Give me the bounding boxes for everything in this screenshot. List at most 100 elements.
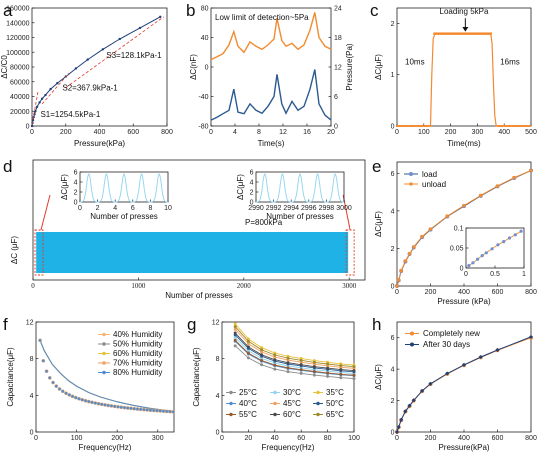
data-point [479,32,483,35]
panel-label: c [370,1,379,20]
data-point [528,125,531,127]
data-point [507,125,510,127]
y-tick-label: 6 [391,171,395,178]
x-tick-label: 2998 [319,205,335,212]
series-line [234,339,355,376]
inset-point [490,247,494,251]
data-point [260,359,264,362]
y-tick-label: 0 [205,65,209,72]
panel-label: h [372,315,381,334]
series-line [39,340,175,412]
x-tick-label: 100 [71,435,83,442]
x-axis-label: Pressure(kPa) [438,443,489,452]
x-axis-label: Frequency(Hz) [79,443,132,452]
data-point [41,358,46,363]
annotation-s3: S3=128.1kPa-1 [106,51,162,60]
y-axis-label: ΔC(nF) [189,54,198,80]
plot-frame [79,171,169,203]
legend-marker-load [409,172,413,176]
data-point [246,345,250,349]
x-tick-label: 0 [464,271,468,278]
legend-label-load: load [422,170,437,179]
y-tick-label: 4 [391,367,395,374]
data-point [260,353,264,357]
data-point-unload [403,259,407,263]
x-tick-label: 100 [418,129,430,136]
data-point [481,32,484,35]
data-point [407,403,412,408]
data-point [138,407,143,412]
x-tick-label: 200 [425,289,437,296]
x-tick-label: 6 [131,205,135,212]
data-point [86,58,89,61]
x-tick-label: 0 [31,282,35,290]
data-point [34,110,37,113]
x-tick-label: 16 [303,129,311,136]
data-point [434,32,438,35]
data-point [312,365,316,369]
data-point [404,125,407,127]
y-axis-label: ΔC/C0 [0,55,9,79]
panel-h-chart: h 0 200 400 600 800 0 2 4 6 Completely new After 30… [372,315,537,452]
data-point [155,408,159,413]
data-point [103,403,107,407]
data-point [273,367,277,371]
data-point-unload [462,203,466,208]
x-tick-label: 300 [472,129,484,136]
legend-marker [273,412,277,417]
data-point [444,32,447,35]
data-point [513,125,516,127]
legend-marker [102,351,106,356]
plot-frame [32,159,366,281]
x-tick-label: 400 [94,129,106,136]
data-point [273,358,277,362]
legend-label: 70% Humidity [113,359,162,368]
data-point [299,358,303,362]
data-point [233,336,237,340]
x-tick-label: 400 [458,435,470,442]
legend-marker [316,412,320,417]
y2-tick-label: 12 [334,65,342,72]
x-tick-label: 0 [30,129,34,136]
x-tick-label: 600 [492,289,504,296]
x-tick-label: 400 [458,289,470,296]
data-point [524,125,527,127]
data-point [395,430,399,434]
data-point [518,125,521,127]
data-point [74,67,78,70]
data-point-unload [395,284,399,288]
annotation-rise: 10ms [405,57,425,66]
data-point [470,32,473,35]
data-point [473,32,476,35]
data-point [520,125,523,127]
data-point [476,32,480,35]
legend-marker [273,390,277,395]
x-axis-label: Time(s) [258,139,285,148]
y-tick-label: 100000 [6,50,29,57]
legend-marker [102,342,106,346]
inset-point [471,261,475,265]
annotation-loading: Loading 5kPa [440,7,489,16]
y-tick-label: 80 [201,6,209,13]
legend-label: 60°C [283,410,301,419]
x-tick-label: 4 [233,129,237,136]
x-tick-label: 500 [525,129,537,136]
data-point [145,408,150,412]
data-point [486,32,489,35]
x-tick-label: 800 [525,435,537,442]
x-axis-label: Pressure(kPa) [74,139,125,148]
y-tick-label: 2 [391,246,395,253]
data-point [526,125,529,127]
data-point [428,125,431,127]
data-point [122,405,127,410]
data-point [77,396,81,401]
inset-point [507,236,512,240]
legend-label: 40°C [239,399,257,408]
legend-marker [229,401,233,406]
data-point [436,32,439,35]
data-point [489,32,492,35]
data-point [51,380,55,385]
data-point [171,409,176,414]
legend-marker [410,342,414,347]
